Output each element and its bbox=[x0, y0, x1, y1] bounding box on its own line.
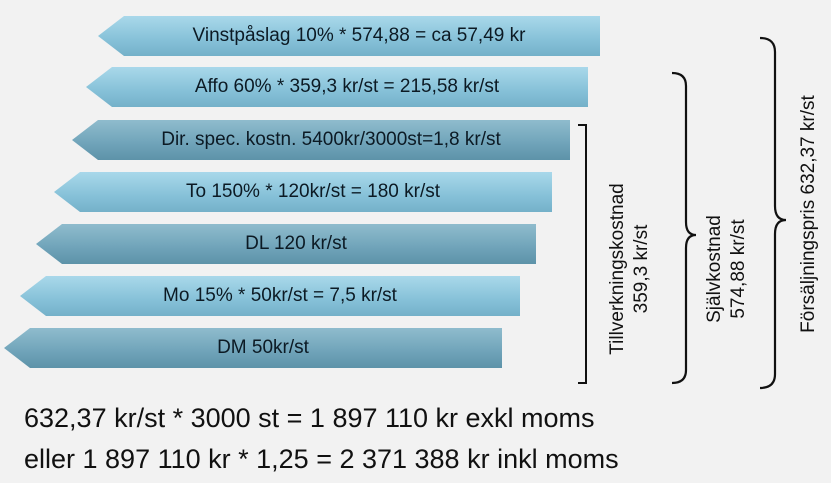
arrow-affo: Affo 60% * 359,3 kr/st = 215,58 kr/st bbox=[86, 67, 588, 107]
arrow-label: Mo 15% * 50kr/st = 7,5 kr/st bbox=[163, 285, 397, 306]
arrow-label: DL 120 kr/st bbox=[245, 233, 347, 254]
arrow-dm: DM 50kr/st bbox=[4, 328, 502, 368]
arrow-mo: Mo 15% * 50kr/st = 7,5 kr/st bbox=[20, 276, 520, 316]
arrow-label: DM 50kr/st bbox=[217, 337, 309, 358]
arrow-dl: DL 120 kr/st bbox=[36, 224, 536, 264]
arrow-label: Affo 60% * 359,3 kr/st = 215,58 kr/st bbox=[194, 76, 500, 97]
arrow-label: Dir. spec. kostn. 5400kr/3000st=1,8 kr/s… bbox=[161, 129, 501, 150]
label-line: 359,3 kr/st bbox=[631, 224, 652, 314]
arrow-label: To 150% * 120kr/st = 180 kr/st bbox=[186, 181, 440, 202]
summary-line-2: eller 1 897 110 kr * 1,25 = 2 371 388 kr… bbox=[24, 444, 619, 474]
label-sjalvkostnad: Självkostnad 574,88 kr/st bbox=[703, 194, 753, 344]
bracket-tillverkningskostnad bbox=[578, 124, 587, 384]
label-forsaljningspris: Försäljningspris 632,37 kr/st bbox=[797, 64, 823, 364]
arrow-label: Vinstpåslag 10% * 574,88 = ca 57,49 kr bbox=[192, 25, 526, 46]
label-line: Försäljningspris 632,37 kr/st bbox=[798, 95, 819, 333]
arrow-vinstpaslag: Vinstpåslag 10% * 574,88 = ca 57,49 kr bbox=[98, 16, 600, 56]
summary-line-1: 632,37 kr/st * 3000 st = 1 897 110 kr ex… bbox=[24, 403, 595, 433]
label-line: 574,88 kr/st bbox=[728, 219, 749, 319]
brace-forsaljningspris bbox=[759, 36, 787, 390]
label-line: Tillverkningskostnad bbox=[607, 183, 628, 355]
label-tillverkningskostnad: Tillverkningskostnad 359,3 kr/st bbox=[606, 169, 656, 369]
arrow-to: To 150% * 120kr/st = 180 kr/st bbox=[54, 172, 552, 212]
arrow-dir-spec-kostn: Dir. spec. kostn. 5400kr/3000st=1,8 kr/s… bbox=[72, 120, 570, 160]
label-line: Självkostnad bbox=[704, 215, 725, 323]
brace-sjalvkostnad bbox=[671, 71, 697, 385]
